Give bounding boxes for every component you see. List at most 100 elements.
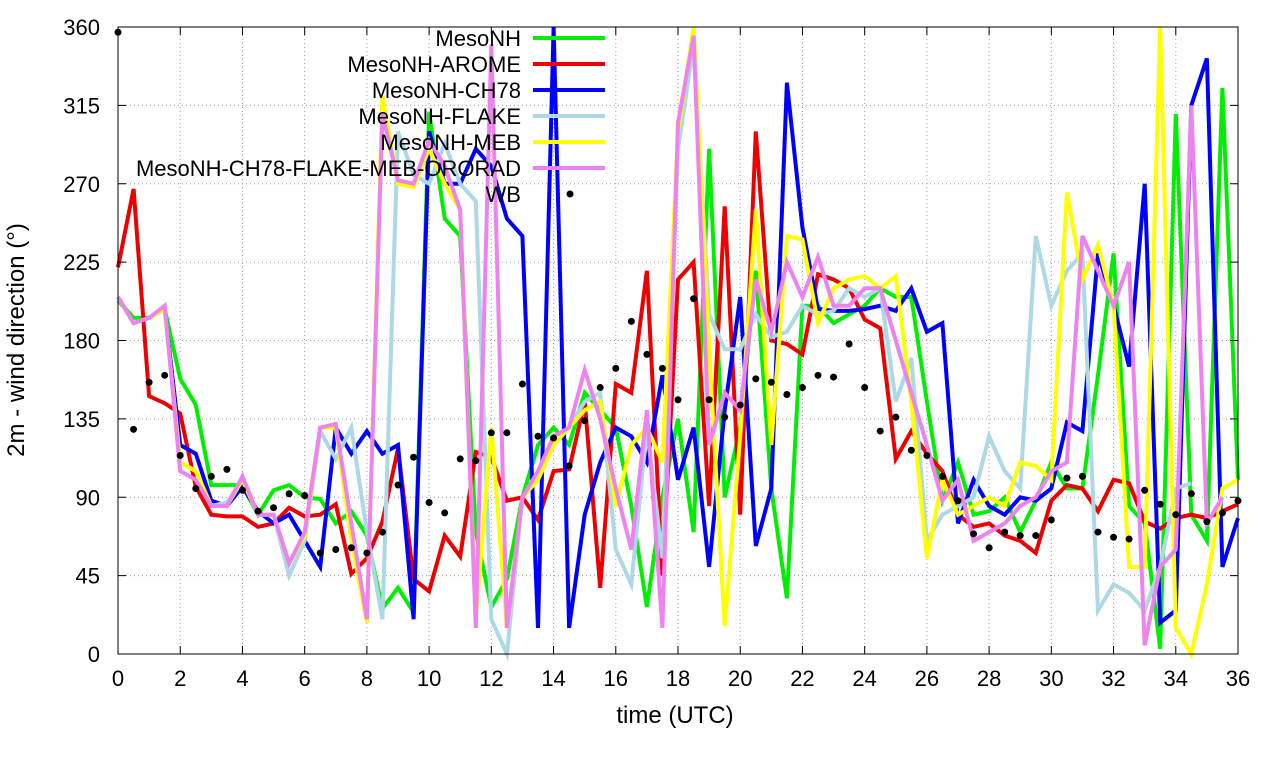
x-axis-ticks: 0 2 4 6 8 10 12 14 16 18 20 22 24 26 28 30 32 34 36 bbox=[112, 27, 1250, 691]
x-tick-label: 34 bbox=[1164, 666, 1188, 691]
data-point bbox=[783, 390, 791, 398]
data-point bbox=[301, 492, 309, 500]
data-point bbox=[767, 378, 775, 386]
legend-marker bbox=[566, 190, 574, 198]
legend-label: MesoNH-FLAKE bbox=[358, 104, 521, 129]
data-point bbox=[192, 485, 200, 493]
data-point bbox=[145, 378, 153, 386]
legend: MesoNHMesoNH-AROMEMesoNH-CH78MesoNH-FLAK… bbox=[136, 26, 605, 207]
data-point bbox=[1203, 518, 1211, 526]
data-point bbox=[658, 364, 666, 372]
legend-label: MesoNH bbox=[435, 26, 521, 51]
series-line bbox=[116, 35, 1225, 646]
data-point bbox=[1078, 472, 1086, 480]
series-mesonh-arome bbox=[116, 131, 1239, 595]
x-tick-label: 18 bbox=[666, 666, 690, 691]
data-point bbox=[394, 481, 402, 489]
data-point bbox=[892, 413, 900, 421]
data-point bbox=[705, 396, 713, 404]
data-point bbox=[518, 380, 526, 388]
data-point bbox=[316, 549, 324, 557]
data-point bbox=[332, 546, 340, 553]
legend-label: MesoNH-MEB bbox=[380, 130, 521, 155]
data-point bbox=[238, 486, 246, 494]
y-tick-label: 135 bbox=[63, 407, 100, 432]
data-point bbox=[425, 498, 433, 506]
x-tick-label: 36 bbox=[1226, 666, 1250, 691]
data-point bbox=[1187, 490, 1195, 498]
legend-label: MesoNH-CH78 bbox=[372, 78, 521, 103]
data-point bbox=[627, 317, 635, 325]
data-point bbox=[985, 544, 993, 552]
data-point bbox=[378, 528, 386, 536]
series-mesonh-ch78-flake-meb-ororad bbox=[116, 35, 1225, 646]
data-point bbox=[938, 472, 946, 480]
data-point bbox=[923, 451, 931, 459]
series-line bbox=[116, 131, 1239, 595]
x-tick-label: 6 bbox=[299, 666, 311, 691]
data-point bbox=[565, 462, 573, 470]
series-wb bbox=[114, 28, 1242, 557]
data-point bbox=[176, 451, 184, 459]
data-point bbox=[534, 432, 542, 440]
x-axis-label: time (UTC) bbox=[616, 702, 733, 729]
data-point bbox=[1218, 509, 1226, 517]
data-point bbox=[830, 373, 838, 381]
data-point bbox=[1172, 511, 1180, 519]
y-tick-label: 90 bbox=[76, 485, 100, 510]
x-tick-label: 30 bbox=[1039, 666, 1063, 691]
data-point bbox=[674, 396, 682, 404]
data-point bbox=[876, 427, 884, 435]
series-layer bbox=[114, 26, 1242, 662]
data-point bbox=[643, 350, 651, 358]
data-point bbox=[1141, 486, 1149, 494]
x-tick-label: 32 bbox=[1101, 666, 1125, 691]
data-point bbox=[1001, 528, 1009, 536]
x-tick-label: 10 bbox=[417, 666, 441, 691]
data-point bbox=[410, 453, 418, 461]
data-point bbox=[736, 401, 744, 409]
data-point bbox=[1125, 535, 1133, 543]
x-tick-label: 22 bbox=[790, 666, 814, 691]
legend-label: MesoNH-AROME bbox=[347, 52, 521, 77]
data-point bbox=[814, 371, 822, 379]
data-point bbox=[347, 544, 355, 552]
data-point bbox=[596, 384, 604, 392]
data-point bbox=[954, 497, 962, 505]
y-tick-label: 315 bbox=[63, 93, 100, 118]
legend-label: WB bbox=[486, 182, 521, 207]
data-point bbox=[845, 340, 853, 348]
data-point bbox=[721, 413, 729, 421]
y-tick-label: 225 bbox=[63, 250, 100, 275]
data-point bbox=[1047, 516, 1055, 524]
data-point bbox=[130, 425, 138, 433]
data-point bbox=[970, 530, 978, 538]
data-point bbox=[270, 504, 278, 512]
data-point bbox=[907, 446, 915, 454]
data-point bbox=[207, 472, 215, 480]
data-point bbox=[581, 417, 589, 425]
legend-label: MesoNH-CH78-FLAKE-MEB-ORORAD bbox=[136, 156, 521, 181]
data-point bbox=[456, 455, 464, 463]
data-point bbox=[1032, 532, 1040, 540]
data-point bbox=[441, 509, 449, 517]
x-tick-label: 16 bbox=[604, 666, 628, 691]
y-axis-label: 2m - wind direction (°) bbox=[3, 223, 30, 457]
data-point bbox=[1063, 474, 1071, 482]
data-point bbox=[752, 375, 760, 383]
data-point bbox=[861, 384, 869, 392]
data-point bbox=[1094, 528, 1102, 536]
data-point bbox=[503, 429, 511, 437]
y-axis-ticks: 0 45 90 135 180 225 270 315 360 bbox=[63, 15, 1238, 667]
data-point bbox=[223, 465, 231, 473]
x-tick-label: 24 bbox=[852, 666, 876, 691]
data-point bbox=[612, 364, 620, 372]
data-point bbox=[1016, 532, 1024, 540]
y-tick-label: 270 bbox=[63, 172, 100, 197]
data-point bbox=[487, 429, 495, 437]
data-point bbox=[285, 490, 293, 498]
y-tick-label: 180 bbox=[63, 329, 100, 354]
data-point bbox=[363, 549, 371, 557]
